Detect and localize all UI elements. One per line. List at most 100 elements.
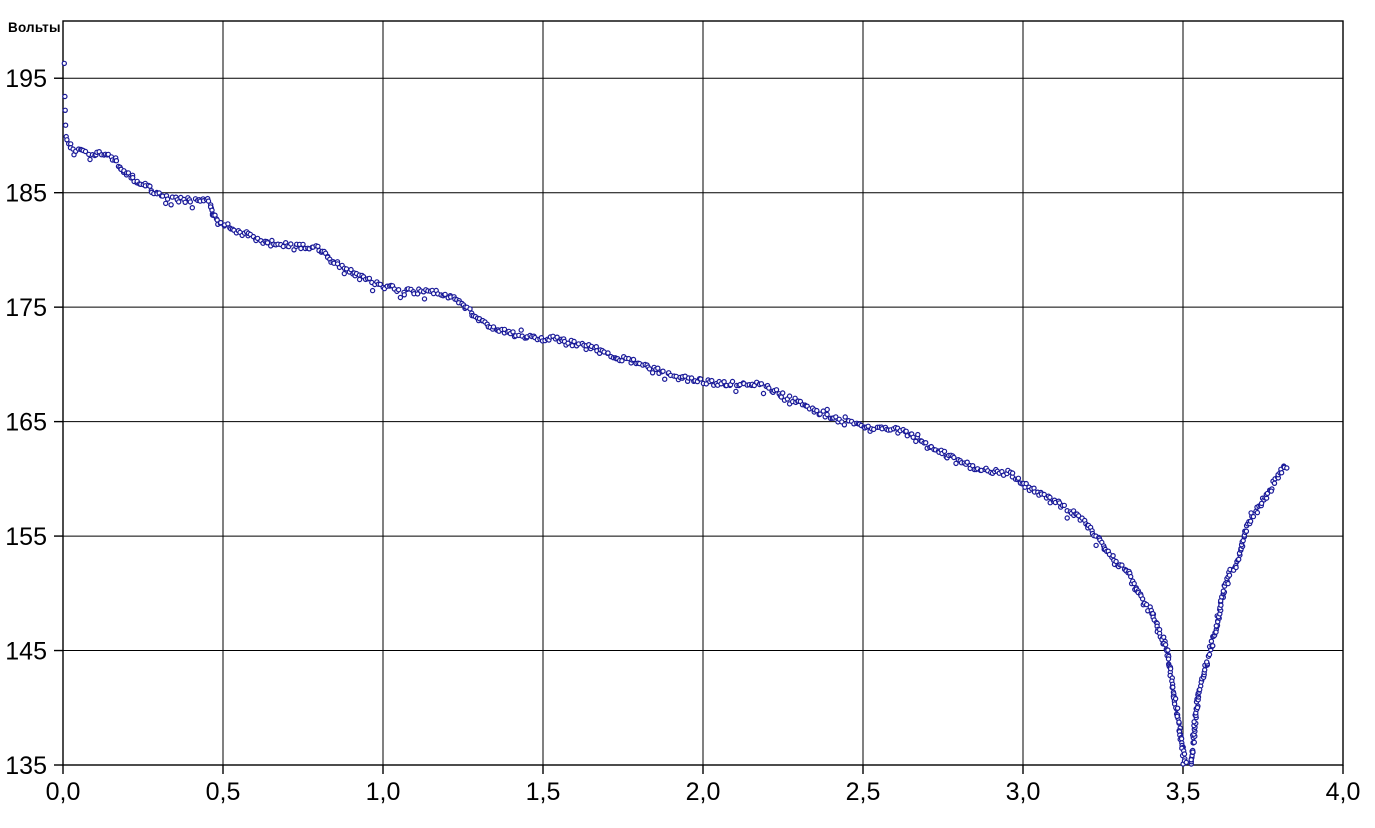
x-tick-label: 3,5 [1166,778,1201,806]
data-point [1194,704,1201,711]
data-point [1165,656,1172,662]
data-point [1174,713,1180,720]
data-point [205,198,212,204]
data-point [300,241,306,248]
data-point [467,306,473,312]
data-point [1064,515,1070,521]
x-tick-label: 0,0 [46,778,81,806]
data-point [1176,719,1182,725]
gridlines [63,21,1343,765]
data-point [1119,562,1125,568]
data-point [1213,629,1219,635]
x-tick-label: 1,5 [526,778,561,806]
data-point [125,170,132,176]
data-point [605,350,611,356]
tick-labels: 135 145 155 165 175 185 195 0,0 0,5 1,0 1,5 2,0 2,5 3… [5,65,1360,806]
data-point [442,291,448,298]
data-series-volts [61,60,1290,767]
data-point [1190,749,1196,755]
y-tick-label: 165 [5,409,47,437]
data-point [164,196,171,202]
data-point [814,407,820,414]
data-point [841,422,848,428]
data-point [554,334,560,340]
data-point [964,459,970,465]
data-point [1218,602,1224,608]
data-point [175,199,182,205]
data-point [397,294,404,301]
data-point [903,428,909,434]
data-point [1208,638,1215,644]
data-point [571,338,577,345]
data-point [401,292,407,298]
data-point [162,200,169,207]
data-point [348,266,354,273]
data-point [1162,642,1169,648]
data-point [1160,634,1167,640]
data-point [61,60,68,67]
data-point [953,460,959,467]
data-point [786,393,793,399]
data-point [833,414,839,420]
data-point [298,245,304,252]
data-point [1243,528,1250,535]
y-tick-label: 185 [5,180,47,208]
data-point [915,431,921,438]
data-point [1167,666,1174,672]
data-point [113,157,120,164]
data-point [758,381,765,387]
data-point [82,148,89,155]
y-axis-title: Вольты [8,20,61,35]
data-point [1284,465,1290,471]
data-point [1206,651,1213,658]
data-point [1213,623,1220,629]
data-point [1258,500,1265,507]
data-point [1183,759,1190,766]
data-point [1170,684,1176,691]
data-point [518,327,524,333]
data-point [264,240,271,246]
data-point [217,219,224,226]
data-point [1233,564,1239,571]
data-point [1220,588,1227,594]
data-point [780,390,786,396]
data-point [1127,573,1134,580]
data-point [1225,580,1231,587]
data-point [709,377,715,384]
data-point [1235,556,1242,563]
data-point [1061,502,1068,509]
data-point [733,388,739,395]
data-point [1254,509,1261,516]
data-point [1250,513,1257,520]
data-point [824,411,830,418]
data-point [1248,510,1254,516]
data-point [62,107,68,114]
data-point [923,440,929,446]
data-point [288,241,294,247]
y-tick-label: 145 [5,638,47,666]
x-tick-label: 3,0 [1006,778,1041,806]
data-point [565,340,571,346]
data-point [395,287,402,293]
data-point [662,376,668,382]
data-point [842,414,848,420]
data-point [941,448,948,455]
data-point [1247,518,1254,524]
data-point [655,365,661,371]
data-point [1143,601,1150,608]
data-point [824,406,830,413]
data-point [1191,719,1197,725]
data-point [490,324,497,330]
data-point [1165,647,1171,653]
data-point [315,243,321,250]
data-point [366,275,373,282]
data-point [697,376,704,382]
data-point [62,122,69,128]
data-point [1226,572,1233,578]
data-point [356,276,363,283]
data-point [660,368,666,374]
data-point [766,385,772,391]
x-tick-label: 2,0 [686,778,721,806]
data-point [1172,696,1179,702]
